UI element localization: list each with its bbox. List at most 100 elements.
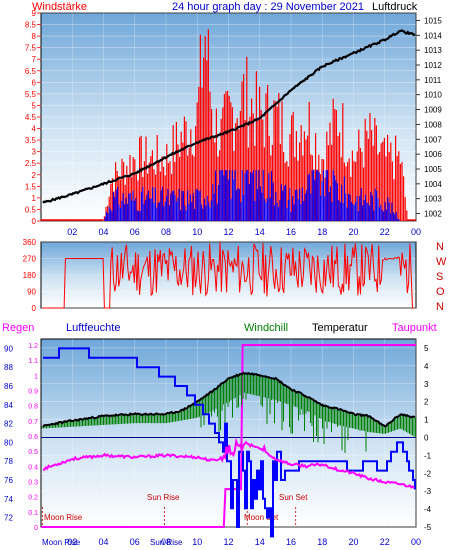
pressure-line <box>42 29 416 204</box>
rain-tick-label: 0.3 <box>28 480 38 487</box>
wind-tick-label: 5 <box>32 101 37 110</box>
rain-tick-label: 0 <box>34 525 38 532</box>
temp-tick-label: 3 <box>424 380 429 389</box>
wind-tick-label: 7.5 <box>25 44 37 53</box>
wind-tick-label: 2.5 <box>25 159 37 168</box>
wind-tick-label: 0 <box>32 217 37 226</box>
moon-rise-label: Moon Rise <box>44 513 83 522</box>
time-tick-label: 08 <box>161 537 171 547</box>
humidity-tick-label: 74 <box>4 495 13 504</box>
pressure-tick-label: 1014 <box>424 31 442 40</box>
windchill-label: Windchill <box>244 322 288 334</box>
pressure-tick-label: 1004 <box>424 180 442 189</box>
pressure-tick-label: 1010 <box>424 91 442 100</box>
humidity-tick-label: 76 <box>4 476 13 485</box>
temp-tick-label: 0 <box>424 433 429 442</box>
compass-label: S <box>436 271 443 283</box>
pressure-tick-label: 1005 <box>424 165 442 174</box>
temp-tick-label: 4 <box>424 362 429 371</box>
rain-tick-label: 0.7 <box>28 419 38 426</box>
rain-tick-label: 0.1 <box>28 510 38 517</box>
pressure-tick-label: 1006 <box>424 150 442 159</box>
moon-set-label: Moon Set <box>244 513 279 522</box>
chart-marks: 00.511.522.533.544.555.566.577.588.59100… <box>4 9 447 547</box>
wind-strength-label: Windstärke <box>32 1 87 13</box>
compass-label: N <box>436 241 444 253</box>
wind-tick-label: 1 <box>32 194 37 203</box>
time-tick-label: 14 <box>255 227 265 237</box>
wind-tick-label: 4 <box>32 125 37 134</box>
temp-tick-label: -1 <box>424 451 432 460</box>
compass-label: W <box>436 256 447 268</box>
humidity-tick-label: 82 <box>4 420 13 429</box>
wind-tick-label: 0.5 <box>25 205 37 214</box>
compass-label: N <box>436 301 444 313</box>
wind-tick-label: 6.5 <box>25 67 37 76</box>
pressure-tick-label: 1002 <box>424 210 442 219</box>
time-tick-label: 06 <box>130 537 140 547</box>
wind-tick-label: 8.5 <box>25 21 37 30</box>
rain-label: Regen <box>2 322 34 334</box>
wind-tick-label: 6 <box>32 78 37 87</box>
pressure-tick-label: 1015 <box>424 16 442 25</box>
rain-tick-label: 0.6 <box>28 434 38 441</box>
temp-tick-label: -2 <box>424 469 432 478</box>
wind-tick-label: 8 <box>32 32 37 41</box>
pressure-tick-label: 1013 <box>424 46 442 55</box>
temperature-humidity-plot <box>40 338 417 528</box>
temp-tick-label: 2 <box>424 398 429 407</box>
humidity-tick-label: 90 <box>4 344 13 353</box>
temp-tick-label: -4 <box>424 505 432 514</box>
wind-tick-label: 2 <box>32 171 37 180</box>
pressure-tick-label: 1011 <box>424 76 442 85</box>
rain-tick-label: 1 <box>34 373 38 380</box>
wind-tick-label: 4.5 <box>25 113 37 122</box>
wind-tick-label: 7 <box>32 55 37 64</box>
humidity-tick-label: 88 <box>4 363 13 372</box>
wind-tick-label: 3 <box>32 148 37 157</box>
dewpoint-label: Taupunkt <box>392 322 437 334</box>
time-tick-label: 14 <box>255 537 265 547</box>
sun-rise-axis-label: Sun Rise <box>150 538 183 547</box>
sun-set-label: Sun Set <box>279 493 308 502</box>
direction-line <box>42 242 414 309</box>
pressure-tick-label: 1009 <box>424 106 442 115</box>
temp-tick-label: 1 <box>424 416 429 425</box>
time-tick-label: 12 <box>223 227 233 237</box>
rain-tick-label: 1.2 <box>28 343 38 350</box>
time-tick-label: 06 <box>130 227 140 237</box>
humidity-label: Luftfeuchte <box>66 322 120 334</box>
time-tick-label: 20 <box>348 227 358 237</box>
temperature-line <box>42 371 416 428</box>
wind-tick-label: 1.5 <box>25 182 37 191</box>
wind-tick-label: 5.5 <box>25 90 37 99</box>
temp-tick-label: -5 <box>424 523 432 532</box>
rain-tick-label: 0.2 <box>28 495 38 502</box>
time-tick-label: 12 <box>223 537 233 547</box>
rain-tick-label: 0.5 <box>28 449 38 456</box>
time-tick-label: 20 <box>348 537 358 547</box>
time-tick-label: 22 <box>380 227 390 237</box>
pressure-tick-label: 1008 <box>424 120 442 129</box>
time-tick-label: 10 <box>192 227 202 237</box>
compass-label: O <box>436 286 445 298</box>
dewpoint-line <box>42 437 415 489</box>
sun-rise-label: Sun Rise <box>147 493 180 502</box>
direction-tick-label: 180 <box>23 271 37 280</box>
time-tick-label: 04 <box>98 227 108 237</box>
temp-tick-label: -3 <box>424 487 432 496</box>
time-tick-label: 18 <box>317 227 327 237</box>
wind-tick-label: 3.5 <box>25 136 37 145</box>
time-tick-label: 16 <box>286 537 296 547</box>
direction-tick-label: 270 <box>23 255 37 264</box>
rain-tick-label: 0.8 <box>28 404 38 411</box>
pressure-tick-label: 1012 <box>424 61 442 70</box>
time-tick-label: 18 <box>317 537 327 547</box>
time-tick-label: 02 <box>67 227 77 237</box>
moon-rise-axis-label: Moon Rise <box>42 538 81 547</box>
rain-tick-label: 1.1 <box>28 358 38 365</box>
temperature-label: Temperatur <box>312 322 368 334</box>
temp-tick-label: 5 <box>424 344 429 353</box>
time-tick-label: 00 <box>411 227 421 237</box>
